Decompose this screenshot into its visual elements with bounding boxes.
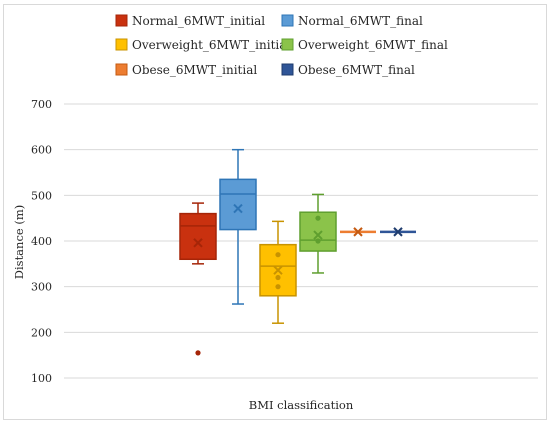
y-tick-label: 500	[31, 189, 52, 202]
legend-label: Obese_6MWT_final	[298, 63, 415, 77]
mean-marker	[393, 227, 403, 237]
y-tick-labels: 100 200 300 400 500 600 700	[31, 98, 52, 385]
legend-label: Normal_6MWT_initial	[132, 14, 265, 28]
box-iqr	[179, 212, 217, 261]
data-point	[315, 215, 321, 221]
y-tick-label: 700	[31, 98, 52, 111]
y-tick-label: 600	[31, 144, 52, 157]
gridlines	[64, 103, 538, 379]
box-iqr	[219, 178, 257, 231]
box-Normal_6MWT_final	[219, 148, 257, 305]
legend: Normal_6MWT_initial Normal_6MWT_final Over…	[115, 14, 448, 77]
y-tick-label: 400	[31, 235, 52, 248]
legend-swatch	[115, 38, 128, 51]
y-tick-label: 200	[31, 326, 52, 339]
legend-label: Normal_6MWT_final	[298, 14, 423, 28]
data-point	[275, 284, 281, 290]
box-Normal_6MWT_initial	[179, 202, 217, 356]
box-plot-series	[179, 148, 416, 356]
legend-label: Overweight_6MWT_initial	[132, 38, 290, 52]
legend-label: Overweight_6MWT_final	[298, 38, 448, 52]
chart-frame	[3, 4, 547, 420]
x-axis-title: BMI classification	[249, 398, 354, 412]
legend-swatch	[115, 63, 128, 76]
mean-marker	[353, 227, 363, 237]
legend-swatch	[281, 38, 294, 51]
legend-swatch	[115, 14, 128, 27]
y-axis-title: Distance (m)	[12, 205, 26, 279]
legend-swatch	[281, 14, 294, 27]
mean-marker	[313, 230, 323, 240]
legend-label: Obese_6MWT_initial	[132, 63, 257, 77]
y-tick-label: 100	[31, 372, 52, 385]
mean-marker	[233, 203, 243, 214]
data-point	[275, 274, 281, 281]
box-Overweight_6MWT_initial	[259, 220, 297, 324]
box-Overweight_6MWT_final	[299, 193, 337, 274]
legend-swatch	[281, 63, 294, 76]
box-Obese_6MWT_final	[380, 227, 416, 237]
data-point	[195, 350, 201, 356]
mean-marker	[273, 265, 283, 275]
box-Obese_6MWT_initial	[340, 227, 376, 237]
y-tick-label: 300	[31, 281, 52, 294]
data-point	[275, 252, 281, 258]
data-point	[315, 238, 321, 244]
mean-marker	[193, 238, 203, 248]
